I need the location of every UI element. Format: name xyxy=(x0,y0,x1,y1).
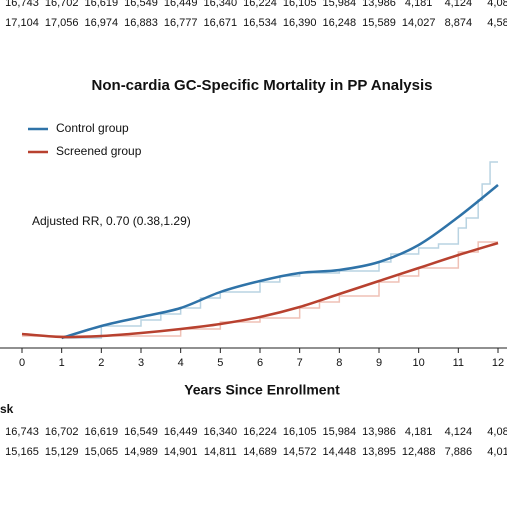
risk-count: 17,104 xyxy=(5,17,39,29)
risk-count: 7,886 xyxy=(445,446,473,458)
risk-count: 16,702 xyxy=(45,426,79,438)
risk-count: 16,248 xyxy=(323,17,357,29)
risk-count: 4,58 xyxy=(487,17,507,29)
risk-count: 16,340 xyxy=(204,0,238,9)
risk-count: 8,874 xyxy=(445,17,473,29)
risk-count: 16,743 xyxy=(5,0,39,9)
risk-count: 16,224 xyxy=(243,426,277,438)
risk-count: 16,671 xyxy=(204,17,238,29)
risk-count: 14,811 xyxy=(204,446,237,458)
risk-count: 16,619 xyxy=(85,426,119,438)
risk-count: 14,689 xyxy=(243,446,277,458)
risk-count: 4,08 xyxy=(487,0,507,9)
x-tick-label: 7 xyxy=(297,357,303,369)
x-tick-label: 4 xyxy=(178,357,184,369)
x-tick-label: 12 xyxy=(492,357,504,369)
legend-label: Screened group xyxy=(56,144,142,158)
x-tick-label: 0 xyxy=(19,357,25,369)
risk-count: 16,534 xyxy=(243,17,277,29)
x-tick-label: 8 xyxy=(336,357,342,369)
risk-count: 4,181 xyxy=(405,426,433,438)
risk-count: 15,165 xyxy=(5,446,39,458)
risk-count: 16,390 xyxy=(283,17,317,29)
chart-title: Non-cardia GC-Specific Mortality in PP A… xyxy=(92,77,433,94)
risk-count: 16,619 xyxy=(85,0,119,9)
risk-count: 4,124 xyxy=(445,0,473,9)
x-tick-label: 2 xyxy=(98,357,104,369)
risk-count: 16,743 xyxy=(5,426,39,438)
risk-count: 4,01 xyxy=(487,446,507,458)
risk-count: 16,777 xyxy=(164,17,198,29)
risk-count: 16,549 xyxy=(124,0,158,9)
risk-count: 16,549 xyxy=(124,426,158,438)
risk-count: 14,901 xyxy=(164,446,198,458)
fitted-curve xyxy=(21,241,499,339)
risk-count: 16,224 xyxy=(243,0,277,9)
risk-count: 16,883 xyxy=(124,17,158,29)
x-axis-label: Years Since Enrollment xyxy=(184,382,340,398)
risk-count: 16,702 xyxy=(45,0,79,9)
risk-count: 12,488 xyxy=(402,446,436,458)
risk-count: 16,340 xyxy=(204,426,238,438)
risk-count: 15,065 xyxy=(85,446,119,458)
risk-count: 4,181 xyxy=(405,0,433,9)
x-tick-label: 1 xyxy=(59,357,65,369)
risk-count: 13,986 xyxy=(362,0,396,9)
risk-count: 4,08 xyxy=(487,426,507,438)
risk-count: 16,974 xyxy=(85,17,119,29)
x-tick-label: 6 xyxy=(257,357,263,369)
risk-count: 14,572 xyxy=(283,446,317,458)
x-tick-label: 5 xyxy=(217,357,223,369)
risk-count: 15,984 xyxy=(323,426,357,438)
risk-count: 16,105 xyxy=(283,426,317,438)
risk-count: 16,449 xyxy=(164,426,198,438)
risk-count: 15,129 xyxy=(45,446,79,458)
x-tick-label: 10 xyxy=(413,357,425,369)
x-tick-label: 9 xyxy=(376,357,382,369)
fitted-curve xyxy=(61,184,499,340)
risk-count: 13,986 xyxy=(362,426,396,438)
risk-count: 16,105 xyxy=(283,0,317,9)
risk-count: 4,124 xyxy=(445,426,473,438)
x-tick-label: 11 xyxy=(453,357,464,369)
risk-count: 14,027 xyxy=(402,17,436,29)
risk-count: 15,589 xyxy=(362,17,396,29)
km-step-curve xyxy=(61,161,498,339)
risk-count: 13,895 xyxy=(362,446,396,458)
risk-count: 17,056 xyxy=(45,17,79,29)
annotation: Adjusted RR, 0.70 (0.38,1.29) xyxy=(32,214,191,228)
risk-count: 15,984 xyxy=(323,0,357,9)
risk-count: 14,448 xyxy=(323,446,357,458)
risk-count: 14,989 xyxy=(124,446,158,458)
legend-label: Control group xyxy=(56,121,129,135)
risk-count: 16,449 xyxy=(164,0,198,9)
risk-table-label: sk xyxy=(0,402,14,416)
x-tick-label: 3 xyxy=(138,357,144,369)
